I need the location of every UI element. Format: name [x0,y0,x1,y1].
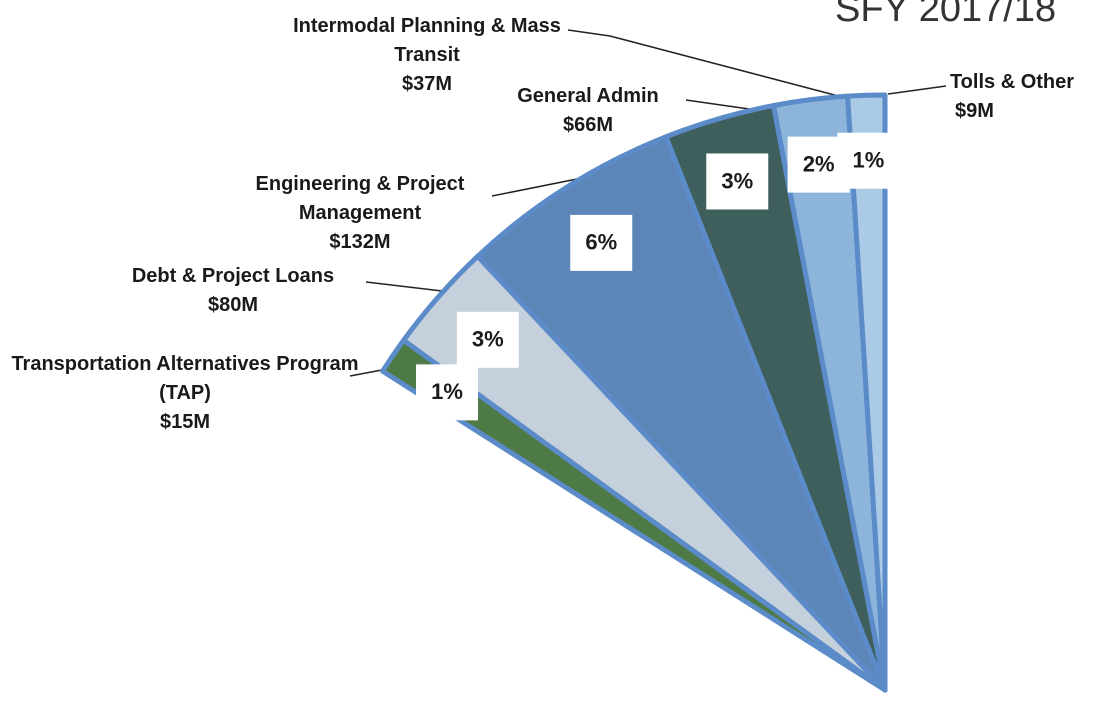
category-name: Engineering & Project Management [220,170,500,228]
page: 1% 3% 6% 3% 2% 1% SFY 2017/18 Transportation … [0,0,1118,703]
percent-label: 6% [585,230,617,255]
category-name: Tolls & Other [937,68,1087,97]
category-label: Tolls & Other$9M [937,68,1087,126]
percent-label: 1% [852,148,884,173]
amount-label: $66M [488,111,688,140]
amount-label: $132M [220,228,500,257]
amount-label: $37M [277,70,577,99]
percent-label: 3% [721,168,753,193]
leader-line [686,100,756,110]
percent-label: 1% [431,379,463,404]
category-label: Transportation Alternatives Program (TAP… [5,350,365,437]
category-name: Transportation Alternatives Program (TAP… [5,350,365,408]
percent-label: 3% [472,327,504,352]
chart-title: SFY 2017/18 [835,0,1056,31]
category-label: Debt & Project Loans$80M [83,262,383,320]
percent-label: 2% [803,151,835,176]
amount-label: $9M [937,97,1087,126]
category-name: Intermodal Planning & Mass Transit [277,12,577,70]
category-label: Engineering & Project Management$132M [220,170,500,257]
category-label: Intermodal Planning & Mass Transit$37M [277,12,577,99]
category-name: Debt & Project Loans [83,262,383,291]
amount-label: $15M [5,408,365,437]
amount-label: $80M [83,291,383,320]
